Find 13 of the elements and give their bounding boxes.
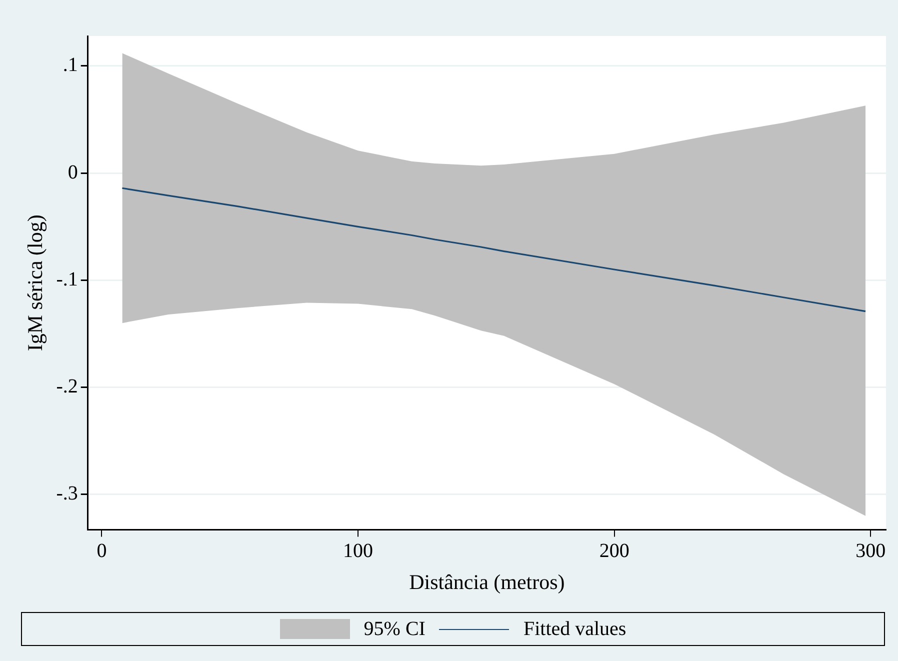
y-axis-title: IgM sérica (log) — [23, 214, 48, 352]
y-tick-label: -.3 — [56, 482, 78, 505]
y-tick-label: -.1 — [56, 268, 78, 290]
x-tick-label: 100 — [343, 540, 374, 562]
y-tick-label: .1 — [62, 54, 78, 76]
x-axis-title: Distância (metros) — [409, 570, 565, 594]
y-tick-label: 0 — [68, 161, 78, 184]
x-tick-label: 200 — [599, 540, 630, 562]
x-tick-label: 0 — [96, 540, 107, 562]
legend-label: Fitted values — [523, 618, 626, 640]
y-tick-label: -.2 — [56, 376, 78, 398]
text: 95% CI — [364, 618, 426, 640]
x-tick-label: 300 — [856, 540, 886, 562]
